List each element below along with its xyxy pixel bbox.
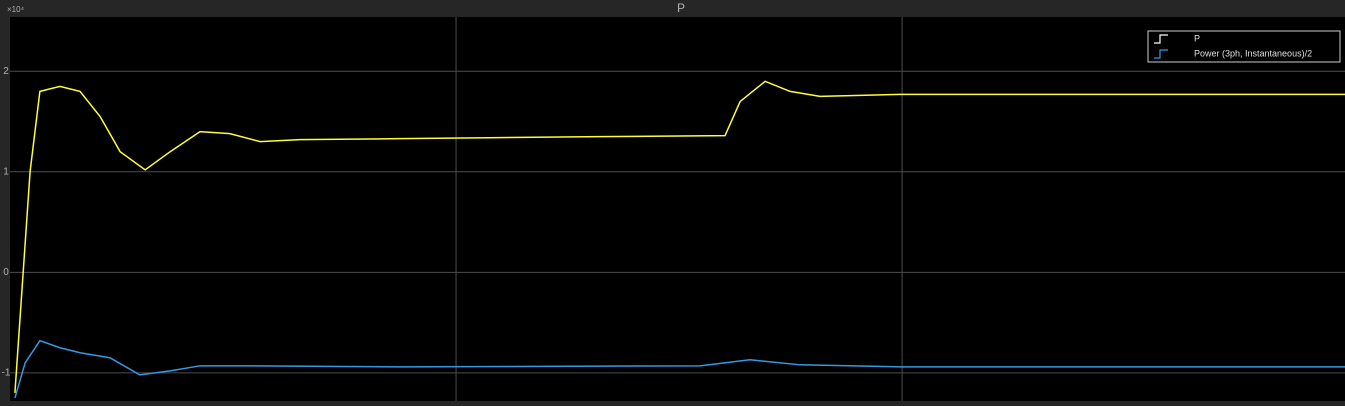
legend-label: Power (3ph, Instantaneous)/2 <box>1194 48 1312 58</box>
grid <box>10 17 1345 401</box>
chart-title: P <box>677 1 685 15</box>
legend-icon <box>1154 49 1168 59</box>
legend-box <box>1147 30 1341 63</box>
y-exponent: ×10⁴ <box>7 5 25 14</box>
legend: P Power (3ph, Instantaneous)/2 <box>1147 30 1341 63</box>
series-line <box>14 80 1345 394</box>
legend-label: P <box>1194 33 1200 43</box>
legend-icon <box>1154 34 1168 44</box>
y-tick-label: 2 <box>3 66 9 77</box>
y-tick-label: 1 <box>3 166 9 177</box>
series-line <box>14 339 1345 399</box>
plot-area <box>10 17 1345 401</box>
y-tick-label: -1 <box>2 367 11 378</box>
lines <box>14 80 1345 399</box>
y-tick-label: 0 <box>3 267 9 278</box>
